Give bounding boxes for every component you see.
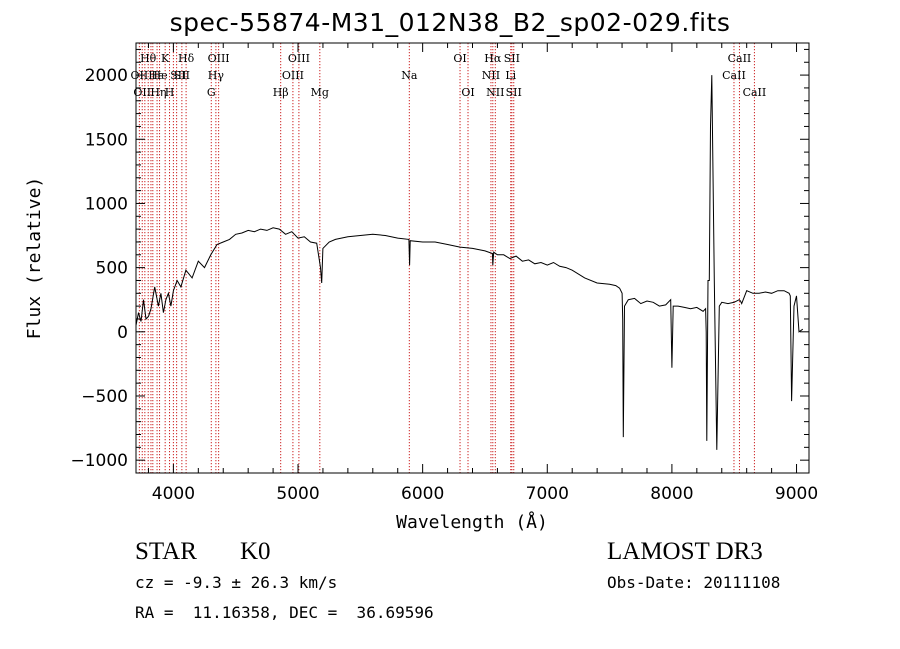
line-marker-label: CaII bbox=[743, 86, 767, 99]
x-tick-label: 8000 bbox=[650, 484, 693, 504]
y-tick-label: 1000 bbox=[85, 194, 128, 214]
line-marker-label: OI bbox=[453, 52, 466, 65]
x-tick-labels: 4000 5000 6000 7000 8000 9000 bbox=[152, 484, 818, 504]
line-marker-label: Mg bbox=[311, 86, 329, 99]
y-tick-label: 500 bbox=[96, 259, 128, 279]
x-axis-label: Wavelength (Å) bbox=[396, 511, 548, 533]
line-marker-label: NII bbox=[482, 69, 500, 82]
line-marker-label: H bbox=[165, 86, 175, 99]
line-marker-label: SII bbox=[506, 86, 522, 99]
observation-date: Obs-Date: 20111108 bbox=[607, 573, 781, 592]
axis-ticks bbox=[136, 43, 809, 473]
survey-name: LAMOST DR3 bbox=[607, 538, 763, 565]
y-tick-labels: −1000 −500 0 500 1000 1500 2000 bbox=[70, 66, 128, 471]
line-marker-labels: OII OII Hθ He K H SII Hδ G Hγ OIII Hβ OIII OIII Mg Na OI… bbox=[131, 52, 767, 99]
x-tick-label: 6000 bbox=[401, 484, 444, 504]
x-tick-label: 9000 bbox=[775, 484, 818, 504]
line-markers bbox=[138, 43, 755, 473]
x-tick-label: 7000 bbox=[526, 484, 569, 504]
line-marker-label: OII bbox=[131, 69, 149, 82]
line-marker-label: Hε bbox=[148, 69, 164, 82]
spectrum-line bbox=[136, 75, 804, 450]
line-marker-label: G bbox=[207, 86, 216, 99]
line-marker-label: He bbox=[152, 69, 168, 82]
redshift-velocity: cz = -9.3 ± 26.3 km/s bbox=[135, 573, 338, 592]
line-marker-label: Hδ bbox=[178, 52, 195, 65]
spectrum-series bbox=[136, 75, 804, 450]
y-tick-label: 1500 bbox=[85, 130, 128, 150]
line-marker-label: Hγ bbox=[208, 69, 225, 82]
y-tick-label: 0 bbox=[117, 323, 128, 343]
line-marker-label: CaII bbox=[728, 52, 752, 65]
chart-title: spec-55874-M31_012N38_B2_sp02-029.fits bbox=[169, 8, 731, 37]
line-marker-label: OIII bbox=[282, 69, 304, 82]
line-marker-label: SII bbox=[504, 52, 520, 65]
line-marker-label: Hθ bbox=[140, 52, 157, 65]
y-tick-label: −1000 bbox=[70, 451, 128, 471]
line-marker-label: K bbox=[161, 52, 170, 65]
line-marker-label: Hη bbox=[150, 86, 166, 99]
line-marker-label: OIII bbox=[208, 52, 230, 65]
line-marker-label: OII bbox=[133, 86, 151, 99]
line-marker-label: NII bbox=[486, 86, 504, 99]
line-marker-label: OIII bbox=[288, 52, 310, 65]
x-tick-label: 5000 bbox=[276, 484, 319, 504]
x-tick-label: 4000 bbox=[152, 484, 195, 504]
line-marker-label: Na bbox=[401, 69, 418, 82]
object-class: STAR bbox=[135, 538, 197, 565]
line-marker-label: Hβ bbox=[273, 86, 289, 99]
y-axis-label: Flux (relative) bbox=[24, 177, 45, 340]
plot-frame bbox=[135, 42, 810, 474]
line-marker-label: OI bbox=[461, 86, 474, 99]
spectral-subclass: K0 bbox=[240, 538, 271, 565]
y-tick-label: −500 bbox=[81, 387, 128, 407]
line-marker-label: Hα bbox=[484, 52, 502, 65]
y-tick-label: 2000 bbox=[85, 66, 128, 86]
line-marker-label: Li bbox=[505, 69, 516, 82]
coordinates: RA = 11.16358, DEC = 36.69596 bbox=[135, 603, 434, 622]
line-marker-label: SII bbox=[174, 69, 190, 82]
line-marker-label: SII bbox=[170, 69, 186, 82]
line-marker-label: CaII bbox=[722, 69, 746, 82]
